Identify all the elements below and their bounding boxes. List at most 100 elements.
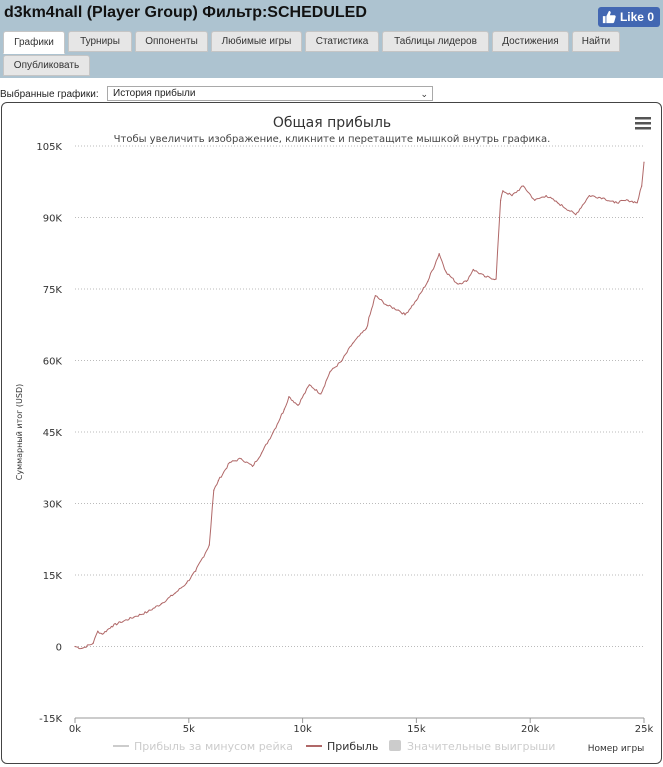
data-point (147, 611, 149, 613)
x-tick-label: 25k (635, 724, 654, 735)
y-tick-label: 0 (56, 643, 62, 654)
data-point (456, 283, 458, 285)
data-point (643, 161, 645, 163)
chart-container[interactable]: Общая прибыль Чтобы увеличить изображение… (1, 102, 662, 764)
y-tick-label: 90K (43, 214, 63, 225)
data-point (438, 253, 440, 255)
data-point (101, 633, 103, 635)
x-tick-label: 10k (293, 724, 312, 735)
data-point (92, 642, 94, 644)
data-point (427, 280, 429, 282)
tab-graphs[interactable]: Графики (3, 31, 65, 54)
data-point (534, 199, 536, 201)
data-point (465, 280, 468, 282)
data-point (415, 299, 417, 302)
chart-title: Общая прибыль (273, 115, 391, 131)
data-point (195, 570, 197, 572)
data-point (297, 404, 299, 406)
x-tick-label: 20k (521, 724, 540, 735)
legend-symbol (389, 740, 401, 751)
top-bar: d3km4nall (Player Group) Фильтр:SCHEDULE… (0, 0, 663, 78)
x-tick-label: 0k (69, 724, 81, 735)
tab-search[interactable]: Найти (572, 31, 620, 52)
profit-chart[interactable]: Общая прибыль Чтобы увеличить изображение… (2, 103, 661, 763)
data-point (160, 603, 163, 605)
data-point (522, 185, 524, 187)
data-point (602, 197, 604, 199)
y-tick-label: 75K (43, 285, 63, 296)
facebook-like-button[interactable]: Like 0 (597, 7, 660, 27)
data-point (641, 185, 643, 187)
x-tick-label: 5k (183, 724, 195, 735)
data-point (208, 544, 210, 546)
data-point (495, 278, 497, 280)
chevron-down-icon: ⌄ (420, 89, 428, 99)
series-line-profit (74, 162, 645, 650)
x-axis-title: Номер игры (588, 744, 645, 754)
data-point (133, 616, 135, 618)
legend-label: Прибыль за минусом рейка (134, 740, 293, 753)
tab-statistics[interactable]: Статистика (305, 31, 379, 52)
data-point (374, 295, 377, 297)
chart-selector-dropdown[interactable]: История прибыли ⌄ (107, 86, 433, 101)
data-point (500, 199, 502, 201)
data-point (251, 465, 254, 467)
data-point (613, 202, 616, 204)
data-point (308, 384, 311, 386)
data-point (240, 458, 242, 460)
legend-label: Значительные выигрыши (407, 740, 555, 753)
data-point (365, 327, 367, 330)
data-point (386, 304, 388, 306)
y-tick-label: 30K (43, 500, 63, 511)
data-point (511, 194, 513, 197)
data-point (272, 431, 274, 434)
tab-tournaments[interactable]: Турниры (68, 31, 132, 52)
data-point (545, 194, 547, 197)
y-axis-title: Суммарный итог (USD) (15, 384, 24, 481)
tab-leaderboards[interactable]: Таблицы лидеров (382, 31, 489, 52)
data-point (283, 408, 285, 410)
data-point (288, 396, 290, 398)
legend-label: Прибыль (327, 740, 378, 753)
tab-favorite-games[interactable]: Любимые игры (211, 31, 302, 52)
data-point (484, 276, 486, 278)
y-tick-label: 60K (43, 357, 63, 368)
x-tick-label: 15k (407, 724, 426, 735)
data-point (261, 452, 263, 454)
tab-publish[interactable]: Опубликовать (3, 55, 90, 76)
data-point (174, 592, 176, 594)
tab-achievements[interactable]: Достижения (492, 31, 569, 52)
data-point (352, 342, 354, 344)
y-tick-label: 105K (36, 142, 62, 153)
data-point (217, 480, 219, 482)
chart-subtitle: Чтобы увеличить изображение, кликните и … (114, 134, 551, 145)
like-label: Like 0 (619, 10, 654, 24)
y-tick-label: 15K (43, 571, 63, 582)
data-point (445, 271, 447, 273)
data-point (502, 190, 504, 192)
data-point (329, 371, 331, 373)
data-point (340, 360, 342, 363)
data-point (97, 630, 99, 632)
data-point (404, 314, 406, 316)
data-point (588, 194, 590, 197)
y-tick-label: -15K (39, 714, 62, 725)
data-point (110, 625, 113, 628)
chart-selector-value: История прибыли (113, 88, 196, 99)
page-title: d3km4nall (Player Group) Фильтр:SCHEDULE… (4, 4, 367, 21)
data-point (575, 214, 577, 216)
y-tick-label: 45K (43, 428, 63, 439)
tab-opponents[interactable]: Оппоненты (135, 31, 208, 52)
data-point (320, 393, 322, 395)
chart-selector-label: Выбранные графики: (0, 88, 99, 100)
chart-menu-icon[interactable] (635, 117, 651, 130)
data-point (74, 645, 76, 648)
thumbs-up-icon (602, 10, 616, 24)
data-point (229, 461, 231, 464)
data-point (397, 309, 399, 311)
data-point (81, 647, 83, 650)
data-point (636, 202, 638, 204)
data-point (119, 621, 122, 623)
data-point (472, 268, 474, 271)
data-point (185, 582, 188, 584)
